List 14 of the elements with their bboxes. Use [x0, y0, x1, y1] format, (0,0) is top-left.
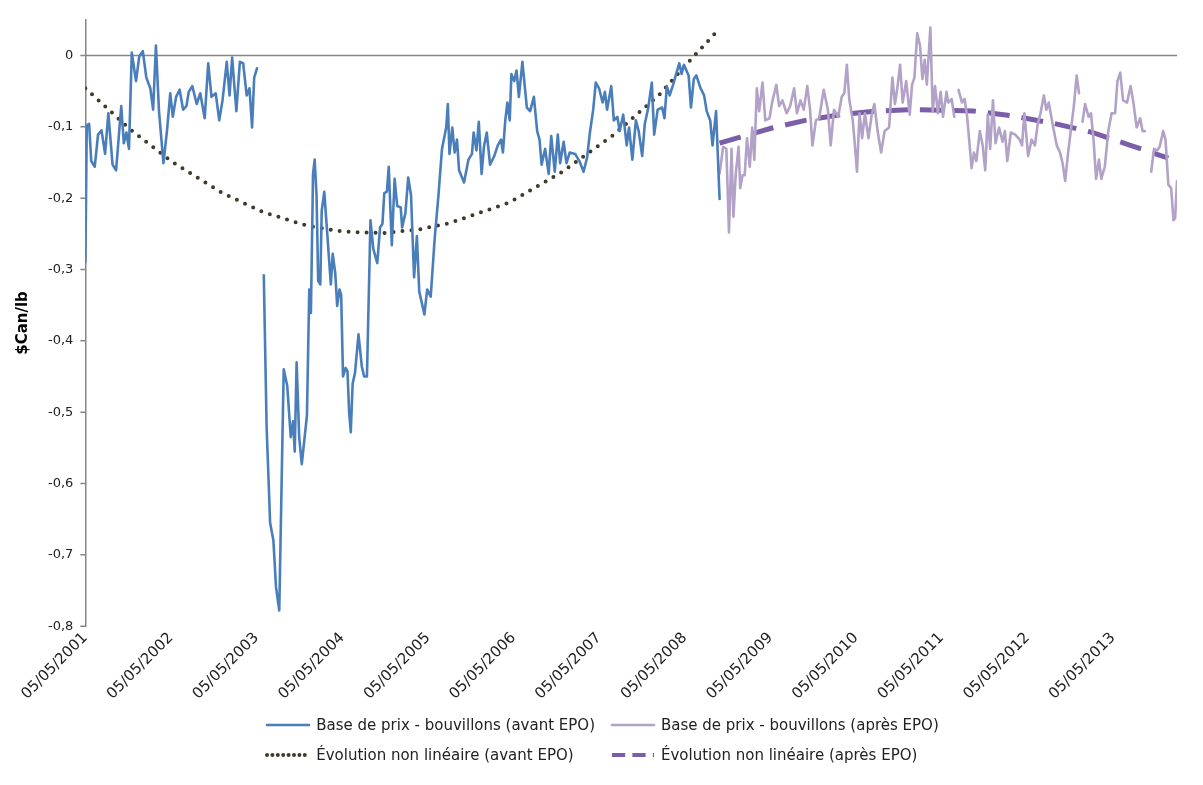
legend-label: Évolution non linéaire (avant EPO) [316, 746, 574, 764]
y-tick-label: -0,5 [47, 403, 74, 419]
y-tick-label: -0,3 [47, 260, 74, 276]
y-tick-label: -0,7 [47, 546, 74, 562]
y-tick-label: -0,4 [47, 332, 74, 348]
y-tick-label: -0,2 [47, 189, 74, 205]
y-axis-title: $Can/lb [12, 290, 31, 355]
y-tick-label: -0,8 [47, 617, 74, 633]
legend-label: Évolution non linéaire (après EPO) [661, 746, 918, 764]
y-tick-label: -0,6 [47, 474, 74, 490]
y-tick-label: -0,1 [47, 118, 74, 134]
y-tick-label: 0 [65, 46, 74, 62]
legend-label: Base de prix - bouvillons (après EPO) [661, 716, 939, 734]
legend-label: Base de prix - bouvillons (avant EPO) [316, 716, 596, 734]
